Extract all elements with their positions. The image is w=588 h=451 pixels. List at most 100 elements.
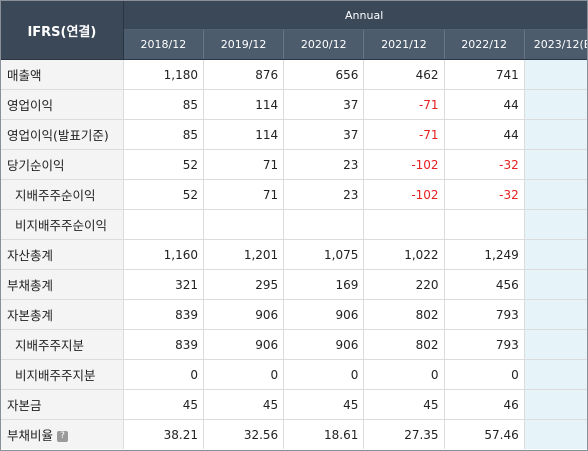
estimate-cell — [524, 359, 587, 390]
value-cell: 52 — [123, 149, 204, 180]
value-cell: 52 — [123, 179, 204, 210]
value-cell — [444, 209, 525, 240]
estimate-cell — [524, 239, 587, 270]
value-cell: 45 — [283, 389, 365, 420]
value-cell: 906 — [203, 299, 285, 330]
year-header: 2019/12 — [203, 29, 285, 60]
period-group-header: Annual — [123, 1, 587, 30]
table-row: 자본금 45 45 45 45 46 — [1, 389, 587, 420]
value-cell: 38.21 — [123, 419, 204, 449]
row-label-text: 매출액 — [7, 68, 42, 83]
value-cell: 1,160 — [123, 239, 204, 270]
value-cell: 114 — [203, 119, 285, 150]
value-cell: 906 — [283, 299, 365, 330]
row-label-text: 지배주주지분 — [15, 338, 85, 353]
value-cell: 0 — [123, 359, 204, 390]
value-cell: 1,022 — [363, 239, 445, 270]
value-cell: -102 — [363, 179, 445, 210]
row-label-text: 부채총계 — [7, 278, 54, 293]
estimate-cell — [524, 209, 587, 240]
value-cell: 0 — [283, 359, 365, 390]
row-label: 부채비율? — [1, 419, 124, 449]
row-label-text: 영업이익 — [7, 98, 54, 113]
table-row: 당기순이익 52 71 23 -102 -32 — [1, 149, 587, 180]
estimate-cell — [524, 389, 587, 420]
value-cell: 23 — [283, 149, 365, 180]
value-cell: 0 — [363, 359, 445, 390]
year-header: 2021/12 — [363, 29, 445, 60]
row-label: 자본금 — [1, 389, 124, 420]
table-row: 자본총계 839 906 906 802 793 — [1, 299, 587, 330]
value-cell: 44 — [444, 119, 525, 150]
year-header-estimate: 2023/12(E) — [524, 29, 587, 60]
row-label: 지배주주지분 — [1, 329, 124, 360]
value-cell: 85 — [123, 89, 204, 120]
row-label-text: 자본금 — [7, 398, 42, 413]
estimate-cell — [524, 419, 587, 449]
estimate-cell — [524, 119, 587, 150]
value-cell: -102 — [363, 149, 445, 180]
row-label: 비지배주주순이익 — [1, 209, 124, 240]
value-cell: 45 — [203, 389, 285, 420]
year-header: 2018/12 — [123, 29, 204, 60]
value-cell: 802 — [363, 299, 445, 330]
value-cell: 1,201 — [203, 239, 285, 270]
value-cell: 27.35 — [363, 419, 445, 449]
value-cell: 32.56 — [203, 419, 285, 449]
value-cell: 46 — [444, 389, 525, 420]
row-label: 자산총계 — [1, 239, 124, 270]
value-cell: 839 — [123, 329, 204, 360]
value-cell: 793 — [444, 329, 525, 360]
value-cell: -32 — [444, 149, 525, 180]
estimate-cell — [524, 149, 587, 180]
value-cell: 1,075 — [283, 239, 365, 270]
row-label-text: 지배주주순이익 — [15, 188, 96, 203]
value-cell: 45 — [123, 389, 204, 420]
row-label-text: 영업이익(발표기준) — [7, 128, 109, 143]
value-cell: 45 — [363, 389, 445, 420]
value-cell: 906 — [203, 329, 285, 360]
value-cell: 839 — [123, 299, 204, 330]
value-cell: -71 — [363, 89, 445, 120]
year-header: 2022/12 — [444, 29, 525, 60]
value-cell: 44 — [444, 89, 525, 120]
value-cell — [203, 209, 285, 240]
value-cell — [283, 209, 365, 240]
table-row: 매출액 1,180 876 656 462 741 — [1, 59, 587, 90]
estimate-cell — [524, 59, 587, 90]
row-label: 지배주주순이익 — [1, 179, 124, 210]
value-cell: 906 — [283, 329, 365, 360]
estimate-cell — [524, 89, 587, 120]
value-cell: 23 — [283, 179, 365, 210]
table-row: 지배주주순이익 52 71 23 -102 -32 — [1, 179, 587, 210]
value-cell: 114 — [203, 89, 285, 120]
table-row: 지배주주지분 839 906 906 802 793 — [1, 329, 587, 360]
row-label-text: 자본총계 — [7, 308, 54, 323]
year-header-row: 2018/12 2019/12 2020/12 2021/12 2022/12 … — [1, 29, 587, 60]
value-cell: 169 — [283, 269, 365, 300]
value-cell: 802 — [363, 329, 445, 360]
row-label: 비지배주주지분 — [1, 359, 124, 390]
value-cell: 1,249 — [444, 239, 525, 270]
table-row: 영업이익(발표기준) 85 114 37 -71 44 — [1, 119, 587, 150]
value-cell: 1,180 — [123, 59, 204, 90]
row-label-text: 부채비율 — [7, 428, 54, 443]
table-row: 부채비율? 38.21 32.56 18.61 27.35 57.46 — [1, 419, 587, 449]
value-cell: 71 — [203, 149, 285, 180]
year-header: 2020/12 — [283, 29, 365, 60]
value-cell: 456 — [444, 269, 525, 300]
row-label-text: 비지배주주지분 — [15, 368, 96, 383]
row-label: 매출액 — [1, 59, 124, 90]
row-label-text: 자산총계 — [7, 248, 54, 263]
value-cell: 220 — [363, 269, 445, 300]
value-cell: 462 — [363, 59, 445, 90]
table-row: 영업이익 85 114 37 -71 44 — [1, 89, 587, 120]
row-label-text: 비지배주주순이익 — [15, 218, 108, 233]
help-icon[interactable]: ? — [57, 431, 69, 442]
value-cell: 57.46 — [444, 419, 525, 449]
value-cell: 0 — [444, 359, 525, 390]
row-label: 영업이익 — [1, 89, 124, 120]
value-cell: 295 — [203, 269, 285, 300]
